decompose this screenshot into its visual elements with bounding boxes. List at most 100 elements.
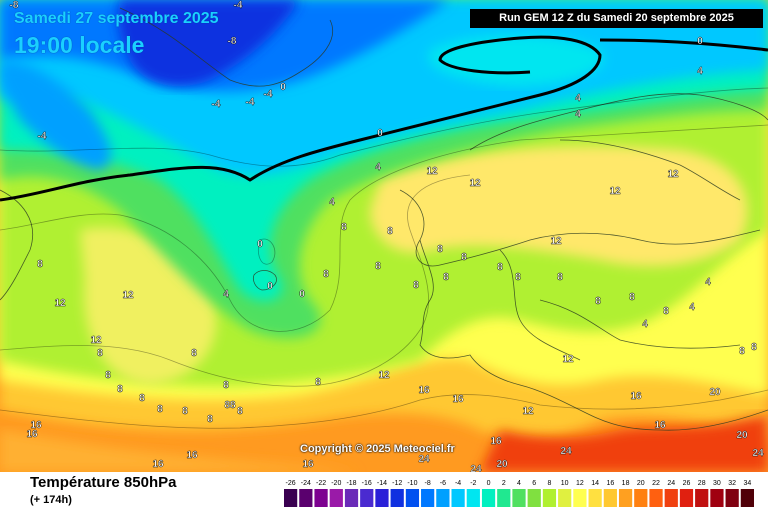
contour-label: 16 [630,391,642,402]
scale-tick-label: 20 [637,480,645,487]
scale-tick-label: 26 [683,480,691,487]
contour-label: 8 [315,377,321,388]
contour-label: 4 [223,289,229,300]
scale-swatch [603,489,617,507]
contour-label: 8 [387,226,393,237]
scale-swatch [573,489,587,507]
scale-swatch [542,489,557,507]
contour-label: 8 [663,306,669,317]
contour-label: 0 [377,128,383,139]
scale-tick-label: 8 [547,480,551,487]
contour-label: 8 [629,292,635,303]
scale-swatch [649,489,663,507]
contour-label: 4 [642,319,648,330]
contour-label: 8 [207,414,213,425]
scale-tick-label: -12 [392,480,402,487]
contour-label: 4 [689,302,695,313]
scale-swatch [375,489,389,507]
contour-label: 16 [452,394,464,405]
scale-tick-label: 10 [561,480,569,487]
isotherm-lines [0,87,768,429]
contour-label: 8 [413,280,419,291]
scale-tick-label: -2 [470,480,476,487]
temperature-field [0,0,768,472]
contour-label: 0 [257,239,263,250]
contour-label: 8 [157,404,163,415]
scale-swatch [558,489,572,507]
contour-label: -8 [228,36,237,47]
scale-swatches [284,489,754,507]
scale-tick-label: 2 [502,480,506,487]
scale-swatch [588,489,602,507]
contour-label: 8 [191,348,197,359]
scale-swatch [710,489,724,507]
contour-label: 8 [182,406,188,417]
scale-swatch [344,489,359,507]
scale-tick-label: 24 [667,480,675,487]
scale-swatch [314,489,328,507]
contour-label: 12 [469,178,481,189]
contour-label: 16 [654,420,666,431]
contour-label: 8 [223,380,229,391]
parameter-title: Température 850hPa [30,474,177,491]
contour-label: 4 [329,197,335,208]
contour-label: 16 [490,436,502,447]
scale-swatch [436,489,450,507]
scale-swatch [634,489,648,507]
contour-label: 8 [105,370,111,381]
forecast-date: Samedi 27 septembre 2025 [14,10,219,27]
scale-swatch [497,489,511,507]
scale-tick-label: -22 [316,480,326,487]
scale-tick-label: 18 [622,480,630,487]
scale-tick-label: -4 [455,480,461,487]
contour-label: 8 [237,406,243,417]
contour-label: 16 [26,429,38,440]
contour-label: 4 [575,109,581,120]
scale-swatch [618,489,633,507]
scale-swatch [284,489,298,507]
contour-label: -8 [10,0,19,11]
contour-label: 8 [751,342,757,353]
contour-label: 8 [461,252,467,263]
scale-swatch [360,489,374,507]
contour-label: 24 [418,454,430,465]
scale-swatch [451,489,465,507]
scale-tick-label: 16 [606,480,614,487]
forecast-time: 19:00 locale [14,32,145,58]
scale-tick-label: -8 [425,480,431,487]
contour-label: 0 [299,289,305,300]
scale-swatch [329,489,343,507]
contour-label: 24 [752,448,764,459]
contour-label: 8 [557,272,563,283]
contour-label: 8 [139,393,145,404]
scale-tick-label: -6 [440,480,446,487]
scale-tick-label: -18 [346,480,356,487]
color-scale-legend: -26 -24 -22 -20 -18 -16 -14 -12 -10 -8 -6 -4 -2 0 2 4 6 8… [284,480,754,507]
scale-swatch [299,489,313,507]
scale-tick-label: -16 [362,480,372,487]
scale-tick-label: 12 [576,480,584,487]
freezing-isotherm [0,35,768,202]
contour-label: -4 [234,0,243,11]
contour-label: 8 [515,272,521,283]
scale-swatch [725,489,739,507]
contour-label: 8 [341,222,347,233]
scale-tick-label: -24 [301,480,311,487]
scale-tick-label: 22 [652,480,660,487]
contour-label: 4 [575,93,581,104]
contour-label: 24 [470,464,482,472]
scale-swatch [466,489,480,507]
contour-label: 8 [37,259,43,270]
contour-label: 12 [550,236,562,247]
scale-swatch [405,489,420,507]
scale-tick-label: 6 [532,480,536,487]
contour-label: 4 [375,162,381,173]
contour-label: 12 [609,186,621,197]
contour-label: 12 [562,354,574,365]
coastlines [0,7,768,431]
contour-label: 8 [323,269,329,280]
scale-swatch [421,489,435,507]
contour-label: 8 [97,348,103,359]
contour-label: 8 [437,244,443,255]
